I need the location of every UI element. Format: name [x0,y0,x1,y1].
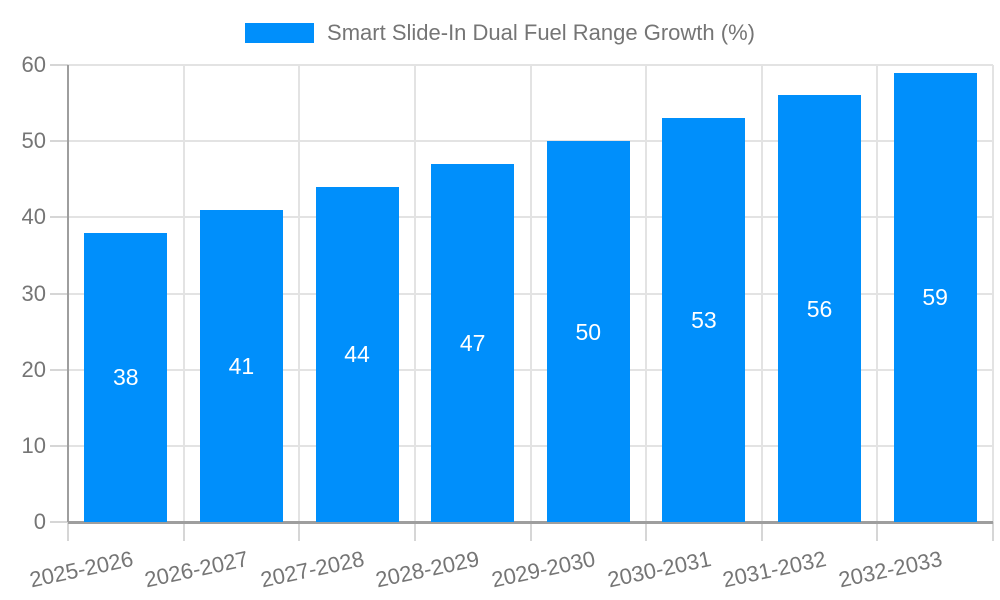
x-axis-tick [645,522,648,541]
bar[interactable] [315,186,399,522]
gridline-vertical [876,65,879,522]
y-axis-tick-label: 20 [21,356,46,382]
y-axis-line [67,65,69,522]
bar-value-label: 41 [228,352,255,379]
x-axis-tick-label: 2027-2028 [258,546,367,593]
legend-swatch-icon [245,23,315,43]
gridline-vertical [298,65,301,522]
x-axis-tick [992,522,994,541]
x-axis-tick-label: 2026-2027 [142,546,251,593]
bar-value-label: 44 [344,341,370,368]
x-axis-tick [182,522,185,541]
bar-value-label: 38 [113,364,139,391]
x-axis-tick-label: 2029-2030 [489,546,598,593]
chart-legend[interactable]: Smart Slide-In Dual Fuel Range Growth (%… [0,20,1000,46]
bar-value-label: 53 [691,307,717,334]
bar-value-label: 50 [575,318,602,345]
x-axis-tick-label: 2031-2032 [720,546,829,593]
y-axis-tick [50,292,68,295]
x-axis-tick [529,522,532,541]
x-axis-tick [876,522,879,541]
x-axis-tick [413,522,416,541]
x-axis-tick [760,522,763,541]
plot-right-border [992,65,994,522]
y-axis-tick [50,521,68,523]
gridline-vertical [413,65,416,522]
x-axis-tick [298,522,301,541]
bar[interactable] [546,141,630,522]
y-axis-tick-label: 0 [33,509,46,534]
bar[interactable] [199,209,283,522]
x-axis-tick-label: 2025-2026 [26,546,136,593]
y-axis-tick-label: 10 [21,432,46,458]
y-axis-tick-label: 30 [21,280,46,306]
bar[interactable] [893,72,977,522]
bar-value-label: 56 [806,295,833,322]
y-axis-tick [50,444,68,447]
y-axis-tick-label: 40 [21,204,46,230]
y-axis-tick [50,368,68,371]
y-axis-tick-label: 50 [21,128,46,154]
bar-value-label: 47 [459,330,486,356]
y-axis-tick [50,216,68,219]
legend-label: Smart Slide-In Dual Fuel Range Growth (%… [327,20,755,45]
x-axis-tick-label: 2032-2033 [836,546,945,593]
bar[interactable] [431,164,515,522]
y-axis-tick [50,64,68,66]
gridline-vertical [529,65,532,522]
gridline-vertical [182,65,185,522]
bar[interactable] [84,232,168,522]
bar-value-label: 59 [922,284,948,311]
x-axis-tick-label: 2030-2031 [605,546,714,593]
gridline-vertical [760,65,763,522]
gridline-vertical [645,65,648,522]
x-axis-line [68,521,993,524]
x-axis-tick-label: 2028-2029 [373,546,482,593]
bar[interactable] [778,95,862,522]
y-axis-tick-label: 60 [21,52,46,77]
bar[interactable] [662,118,746,522]
y-axis-tick [50,140,68,143]
x-axis-tick [67,522,69,541]
